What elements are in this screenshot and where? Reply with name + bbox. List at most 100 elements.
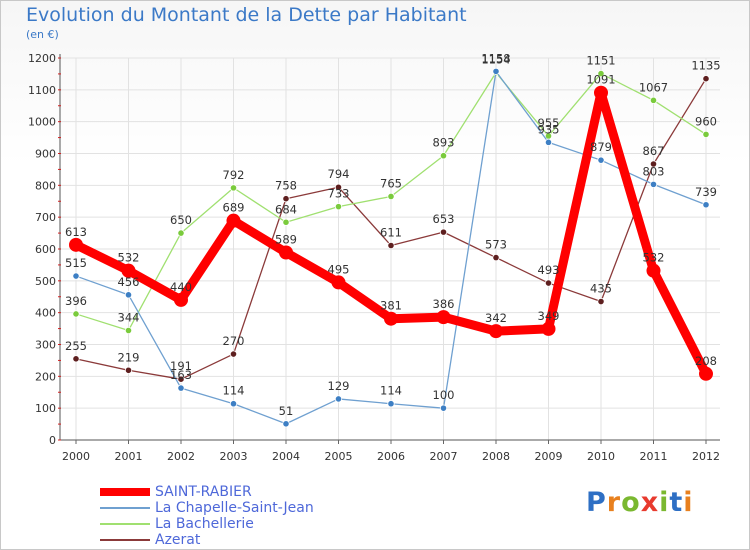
data-point [177,229,185,237]
data-label: 163 [170,368,192,382]
data-point [646,263,661,278]
data-point [384,311,398,326]
y-tick-label: 1200 [28,52,56,65]
data-point [597,69,605,78]
data-point [124,291,133,299]
x-tick-label: 2007 [430,450,458,463]
data-label: 100 [433,388,455,402]
logo-letter: i [659,487,670,518]
data-label: 803 [643,164,665,178]
data-label: 114 [223,384,245,398]
data-label: 1154 [481,53,510,67]
data-point [492,253,500,262]
logo-letter: o [621,487,641,518]
logo-letter: t [669,487,684,518]
data-point [544,138,553,146]
data-point [492,67,500,75]
logo-letter: i [683,487,694,518]
x-tick-label: 2006 [377,450,405,463]
data-label: 381 [380,299,402,313]
data-label: 532 [643,251,665,265]
x-tick-label: 2001 [115,450,143,463]
data-point [226,213,241,228]
data-label: 114 [380,384,402,398]
data-point [229,400,238,408]
data-label: 386 [433,297,455,311]
data-point [69,237,83,252]
data-point [279,245,293,260]
y-tick-label: 0 [49,434,56,447]
data-point [489,324,503,339]
legend-label: La Chapelle-Saint-Jean [155,500,314,516]
x-tick-label: 2009 [535,450,563,463]
data-label: 650 [170,213,192,227]
data-point [174,292,188,307]
legend-swatch-la-bachellerie [100,523,150,525]
data-label: 342 [485,311,507,325]
data-label: 208 [695,354,717,368]
data-label: 867 [643,144,665,158]
data-point [177,384,185,392]
data-point [597,297,605,306]
data-label: 613 [65,225,87,239]
x-tick-label: 2002 [167,450,195,463]
x-tick-label: 2004 [272,450,300,463]
data-labels: 613 532 440 689 589 495 381 386 342 349 1091 532 208… [65,51,721,417]
data-point [699,366,713,381]
x-tick-label: 2011 [640,450,668,463]
legend-swatch-azerat [100,539,150,541]
data-point [649,96,658,104]
logo-letter: x [640,487,660,518]
data-label: 792 [223,168,245,182]
data-point [124,326,133,335]
data-label: 532 [118,251,140,265]
data-label: 456 [118,275,140,289]
data-label: 758 [275,179,297,193]
legend-swatch-saint-rabier [100,488,150,496]
data-label: 51 [279,404,294,418]
data-label: 739 [695,185,717,199]
y-tick-label: 1000 [28,116,56,129]
data-point [387,241,395,250]
data-label: 396 [65,294,87,308]
data-label: 515 [65,256,87,270]
data-point [649,160,658,168]
data-point [439,404,448,412]
data-label: 893 [433,136,455,150]
data-label: 191 [170,359,192,373]
data-point [439,152,448,160]
data-label: 349 [538,309,560,323]
data-label: 611 [380,225,402,239]
y-tick-label: 600 [35,243,56,256]
data-label: 684 [275,202,297,216]
data-label: 573 [485,238,507,252]
x-tick-label: 2008 [482,450,510,463]
legend-label: La Bachellerie [155,516,254,532]
data-label: 344 [118,310,140,324]
data-label: 255 [65,339,87,353]
data-label: 1135 [691,59,720,73]
data-label: 589 [275,233,297,247]
axes [59,54,720,441]
data-label: 435 [590,282,612,296]
legend-swatch-la-chapelle-saint-jean [100,507,150,509]
y-tick-label: 900 [35,148,56,161]
data-label: 440 [170,280,192,294]
data-label: 219 [118,350,140,364]
data-point [124,366,133,374]
chart-title: Evolution du Montant de la Dette par Hab… [26,4,467,26]
series-group [69,67,713,428]
data-label: 653 [433,212,455,226]
data-point [649,180,658,188]
data-label: 129 [328,379,350,393]
data-label: 733 [328,187,350,201]
data-label: 1091 [586,73,615,87]
data-label: 879 [590,140,612,154]
data-point [439,228,448,236]
y-tick-label: 300 [35,339,56,352]
data-label: 1158 [481,51,510,65]
data-point [282,195,290,203]
data-label: 495 [328,262,350,276]
data-point [331,275,346,290]
